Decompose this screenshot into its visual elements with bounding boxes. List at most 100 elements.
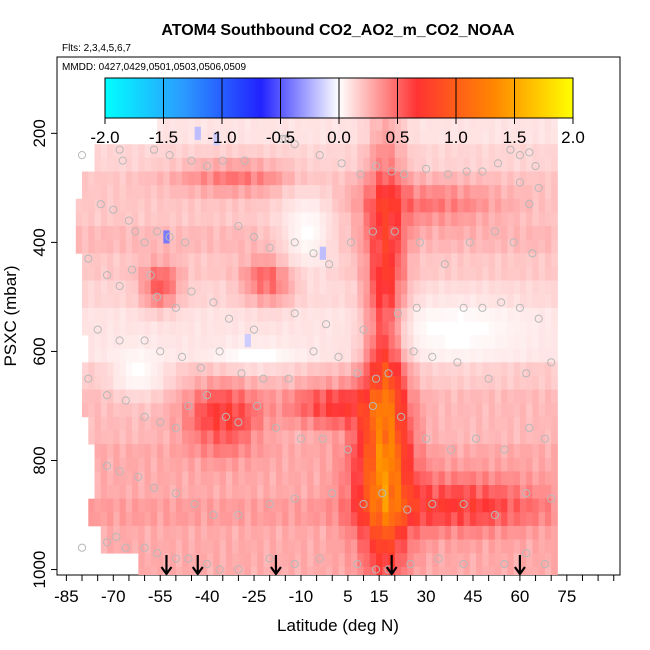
observation-point [443, 170, 453, 179]
heatmap-cell [438, 198, 446, 213]
heatmap-cell [125, 430, 133, 445]
heatmap-cell [250, 294, 258, 309]
heatmap-cell [244, 416, 252, 431]
heatmap-cell [444, 498, 452, 513]
heatmap-cell [113, 226, 120, 241]
heatmap-cell [388, 512, 396, 527]
heatmap-cell [182, 239, 189, 254]
heatmap-cell [507, 485, 515, 500]
heatmap-cell [369, 253, 377, 268]
heatmap-cell [338, 280, 346, 295]
heatmap-cell [150, 566, 158, 575]
heatmap-cell [463, 348, 471, 363]
heatmap-cell [232, 457, 239, 472]
heatmap-cell [107, 416, 114, 431]
heatmap-cell [388, 212, 396, 227]
heatmap-cell [476, 375, 483, 391]
heatmap-cell [125, 348, 133, 363]
heatmap-cell [107, 362, 114, 377]
heatmap-cell [94, 485, 102, 500]
colorbar-tick-label: 1.0 [444, 128, 468, 147]
heatmap-cell [188, 185, 196, 200]
heatmap-cell [532, 294, 540, 309]
heatmap-cell [157, 553, 164, 568]
heatmap-cell [325, 375, 333, 391]
heatmap-cell [107, 471, 114, 486]
heatmap-cell [507, 539, 515, 554]
heatmap-cell [225, 362, 233, 377]
heatmap-cell [175, 389, 183, 404]
heatmap-cell [344, 266, 352, 281]
heatmap-cell [132, 525, 139, 540]
heatmap-cell [488, 144, 496, 159]
heatmap-cell [325, 212, 333, 227]
heatmap-cell [244, 144, 252, 159]
heatmap-cell [232, 566, 239, 575]
heatmap-cell [507, 185, 515, 200]
heatmap-cell [444, 226, 452, 241]
heatmap-cell [544, 321, 552, 336]
heatmap-cell [338, 457, 346, 472]
heatmap-cell [182, 130, 189, 145]
heatmap-cell [194, 144, 202, 159]
heatmap-cell [419, 403, 427, 418]
heatmap-cell [544, 212, 552, 227]
heatmap-cell [413, 471, 421, 486]
heatmap-cell [263, 226, 271, 241]
heatmap-cell [344, 539, 352, 554]
heatmap-cell [494, 321, 502, 336]
heatmap-cell [132, 512, 139, 527]
heatmap-cell [169, 198, 177, 213]
heatmap-cell [363, 375, 371, 391]
flight-arrow-head [270, 566, 282, 576]
heatmap-cell [332, 362, 339, 377]
heatmap-cell [451, 116, 458, 132]
heatmap-cell [363, 130, 371, 145]
heatmap-cell [313, 280, 321, 295]
observation-point [203, 560, 212, 569]
heatmap-cell [113, 512, 120, 527]
heatmap-cell [526, 553, 533, 568]
heatmap-cell [432, 226, 439, 241]
heatmap-cell [451, 280, 458, 295]
heatmap-cell [250, 485, 258, 500]
heatmap-cell [175, 430, 183, 445]
heatmap-cell [351, 525, 358, 540]
heatmap-cell [119, 266, 127, 281]
heatmap-cell [351, 185, 358, 200]
heatmap-cell [188, 430, 196, 445]
heatmap-cell [307, 375, 314, 391]
heatmap-cell [194, 212, 202, 227]
heatmap-cell [194, 116, 202, 132]
heatmap-cell [469, 280, 477, 295]
heatmap-cell [238, 335, 246, 350]
heatmap-cell [507, 266, 515, 281]
heatmap-cell [288, 321, 296, 336]
heatmap-cell [138, 253, 145, 268]
heatmap-cell [300, 307, 308, 322]
heatmap-cell [432, 253, 439, 268]
heatmap-cell [401, 362, 408, 377]
heatmap-cell [257, 444, 264, 459]
heatmap-cell [532, 226, 540, 241]
heatmap-cell [100, 403, 108, 418]
heatmap-cell [344, 171, 352, 186]
heatmap-cell [482, 253, 490, 268]
heatmap-cell [357, 321, 364, 336]
heatmap-cell [107, 348, 114, 363]
heatmap-cell [519, 212, 527, 227]
heatmap-cell [250, 553, 258, 568]
heatmap-cell [200, 512, 208, 527]
y-tick-label: 200 [30, 119, 49, 147]
heatmap-cell [457, 525, 465, 540]
heatmap-cell [382, 130, 389, 145]
heatmap-cell [544, 525, 552, 540]
heatmap-cell [488, 335, 496, 350]
heatmap-cell [519, 498, 527, 513]
heatmap-cell [369, 321, 377, 336]
heatmap-cell [194, 539, 202, 554]
heatmap-cell [376, 403, 383, 418]
heatmap-cell [538, 321, 546, 336]
heatmap-cell [519, 171, 527, 186]
